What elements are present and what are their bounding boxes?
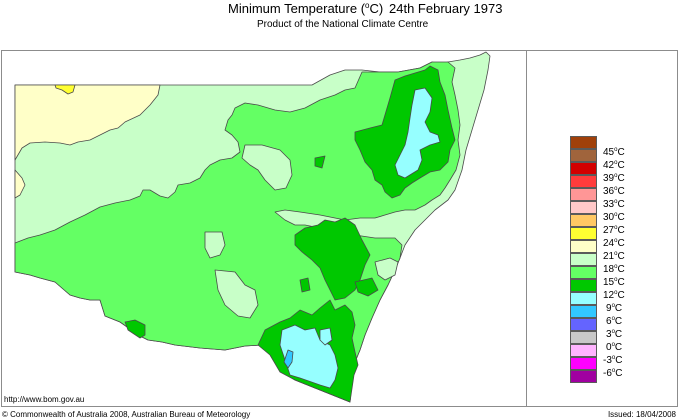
legend-swatch-3 [570, 318, 597, 331]
legend-label: 9oC [606, 303, 623, 314]
band-12-15-patch [299, 277, 311, 293]
legend-swatch-45 [570, 136, 597, 149]
legend-label: -6oC [603, 368, 623, 379]
legend-label: 21oC [603, 251, 625, 262]
legend-swatch-33 [570, 188, 597, 201]
date-text: 24th February 1973 [389, 1, 503, 16]
band-12-15-central [294, 217, 371, 301]
band-9-12-north [394, 87, 441, 179]
legend-label: 18oC [603, 264, 625, 275]
legend-label: 0oC [606, 342, 623, 353]
band-24-27 [54, 84, 76, 95]
band-12-15-sw [124, 319, 146, 339]
legend-swatch-24 [570, 227, 597, 240]
chart-title: Minimum Temperature (oC) 24th February 1… [0, 1, 680, 17]
legend-label: 42oC [603, 160, 625, 171]
legend-swatch-below [570, 370, 597, 383]
title-text: Minimum Temperature (oC) [228, 1, 384, 16]
band-12-15-patch [354, 277, 379, 297]
subtitle: Product of the National Climate Centre [257, 19, 429, 30]
legend-label: 36oC [603, 186, 625, 197]
band-18-21-patch [214, 269, 259, 319]
legend-swatch-42 [570, 149, 597, 162]
legend-label: 45oC [603, 147, 625, 158]
band-21-24-west [14, 169, 26, 199]
legend-label: 30oC [603, 212, 625, 223]
legend-swatch-minus3 [570, 344, 597, 357]
legend-label: 15oC [603, 277, 625, 288]
legend-swatch-36 [570, 175, 597, 188]
band-6-9 [283, 349, 294, 369]
legend-label: 3oC [606, 329, 623, 340]
band-9-12-patch [319, 327, 333, 346]
band-18-21-patch [204, 231, 226, 259]
legend-label: 24oC [603, 238, 625, 249]
legend-label: -3oC [603, 355, 623, 366]
source-url[interactable]: http://www.bom.gov.au [4, 395, 85, 404]
legend-swatch-9 [570, 292, 597, 305]
band-21-24 [14, 84, 161, 161]
band-12-15-patch [314, 155, 326, 169]
legend-swatch-12 [570, 279, 597, 292]
legend-swatch-minus6 [570, 357, 597, 370]
legend-swatch-15 [570, 266, 597, 279]
legend-swatch-6 [570, 305, 597, 318]
copyright-text: © Commonwealth of Australia 2008, Austra… [2, 410, 251, 419]
legend-swatch-30 [570, 201, 597, 214]
legend-label: 27oC [603, 225, 625, 236]
legend-swatch-21 [570, 240, 597, 253]
legend-label: 6oC [606, 316, 623, 327]
legend-label: 33oC [603, 199, 625, 210]
legend-swatch-27 [570, 214, 597, 227]
legend-swatch-18 [570, 253, 597, 266]
legend-label: 39oC [603, 173, 625, 184]
issued-date: Issued: 18/04/2008 [607, 410, 676, 419]
band-18-21-patch [241, 144, 293, 191]
nsw-temperature-map [14, 51, 491, 403]
frame-divider [526, 50, 527, 407]
legend-swatch-39 [570, 162, 597, 175]
map-frame [1, 50, 678, 407]
legend-label: 12oC [603, 290, 625, 301]
band-18-21-patch [374, 257, 399, 281]
legend-swatch-0 [570, 331, 597, 344]
